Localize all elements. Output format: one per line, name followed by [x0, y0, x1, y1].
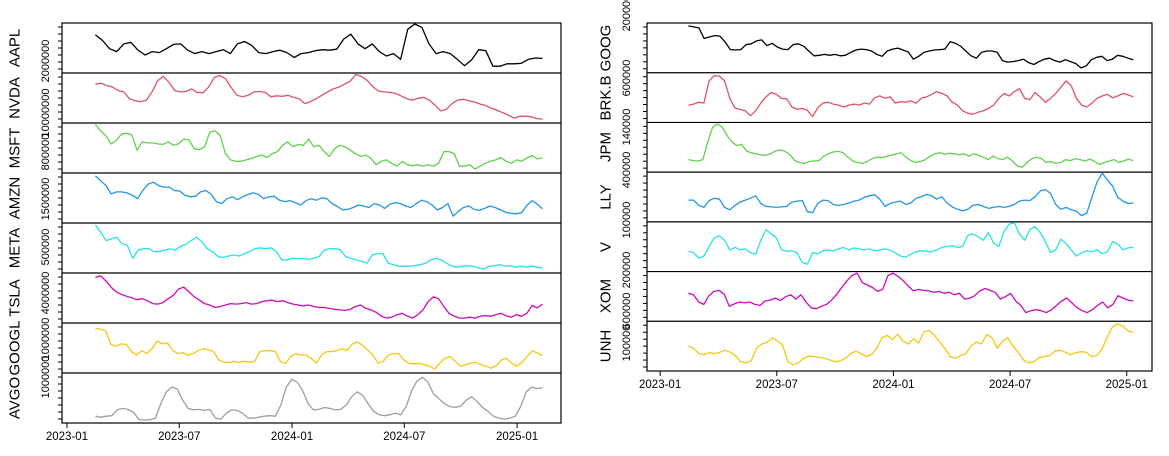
ticker-label-AAPL: AAPL	[6, 28, 24, 68]
ticker-label-GOOGL: GOOGL	[6, 320, 24, 376]
x-tick-label-left-3: 2024-07	[383, 431, 426, 443]
y-tick-label-left-4: 500000	[40, 228, 52, 266]
x-tick-label-right-4: 2025-01	[1105, 379, 1148, 391]
ticker-label-META: META	[6, 227, 24, 269]
ticker-label-V: V	[597, 241, 615, 252]
ticker-label-MSFT: MSFT	[6, 127, 24, 169]
figure-right	[643, 22, 1153, 376]
x-tick-label-right-0: 2023-01	[639, 379, 682, 391]
x-tick-label-left-2: 2024-01	[270, 431, 314, 443]
series-line-XOM	[688, 272, 1134, 314]
ticker-label-BRK.B: BRK.B	[597, 75, 615, 121]
y-tick-label-left-1: 10000000	[40, 88, 52, 138]
x-tick-label-right-2: 2024-01	[872, 379, 915, 391]
x-tick-label-left-0: 2023-01	[45, 431, 89, 443]
y-tick-label-right-3: 400000	[621, 151, 633, 189]
x-tick-label-left-1: 2023-07	[158, 431, 201, 443]
y-tick-label-right-0: 2000000	[621, 0, 633, 32]
y-tick-label-left-3: 1500000	[40, 177, 52, 221]
x-tick-label-left-4: 2025-01	[495, 431, 539, 443]
y-tick-label-right-7: 100000	[621, 324, 633, 362]
ticker-label-LLY: LLY	[597, 184, 615, 210]
series-line-V	[688, 222, 1134, 265]
series-line-TSLA	[95, 275, 543, 319]
y-tick-label-left-7: 1000000	[40, 355, 52, 399]
ticker-label-AVGO: AVGO	[6, 376, 24, 420]
series-line-AMZN	[94, 175, 543, 217]
series-line-GOOG	[688, 25, 1134, 69]
series-line-AAPL	[94, 23, 543, 67]
ticker-label-XOM: XOM	[597, 279, 615, 314]
series-line-JPM	[688, 123, 1134, 168]
series-line-UNH	[688, 323, 1134, 366]
y-tick-label-left-2: 800000	[40, 133, 52, 171]
ticker-label-TSLA: TSLA	[6, 279, 24, 317]
series-line-AVGO	[95, 376, 543, 421]
series-line-NVDA	[95, 73, 543, 120]
ticker-label-UNH: UNH	[597, 329, 615, 363]
y-tick-label-left-0: 2000000	[40, 39, 52, 83]
y-tick-label-left-5: 4000000	[40, 271, 52, 315]
x-tick-label-right-1: 2023-07	[755, 379, 798, 391]
series-line-GOOGL	[95, 327, 543, 370]
ticker-label-NVDA: NVDA	[6, 77, 24, 119]
y-tick-label-right-4: 100000	[621, 201, 633, 239]
y-tick-label-right-1: 600000	[621, 59, 633, 97]
ticker-label-JPM: JPM	[597, 132, 615, 163]
y-tick-label-left-6: 1000000	[40, 317, 52, 361]
series-line-META	[94, 224, 543, 270]
ticker-label-GOOG: GOOG	[597, 24, 615, 72]
y-tick-label-right-5: 200000	[621, 251, 633, 289]
y-tick-label-right-2: 140000	[621, 108, 633, 146]
ticker-label-AMZN: AMZN	[6, 176, 24, 220]
figure-left	[58, 22, 562, 428]
x-tick-label-right-3: 2024-07	[988, 379, 1032, 391]
plot-box-right	[646, 22, 1153, 372]
series-line-LLY	[688, 172, 1134, 217]
series-line-MSFT	[94, 124, 543, 170]
series-line-BRK.B	[688, 74, 1134, 118]
